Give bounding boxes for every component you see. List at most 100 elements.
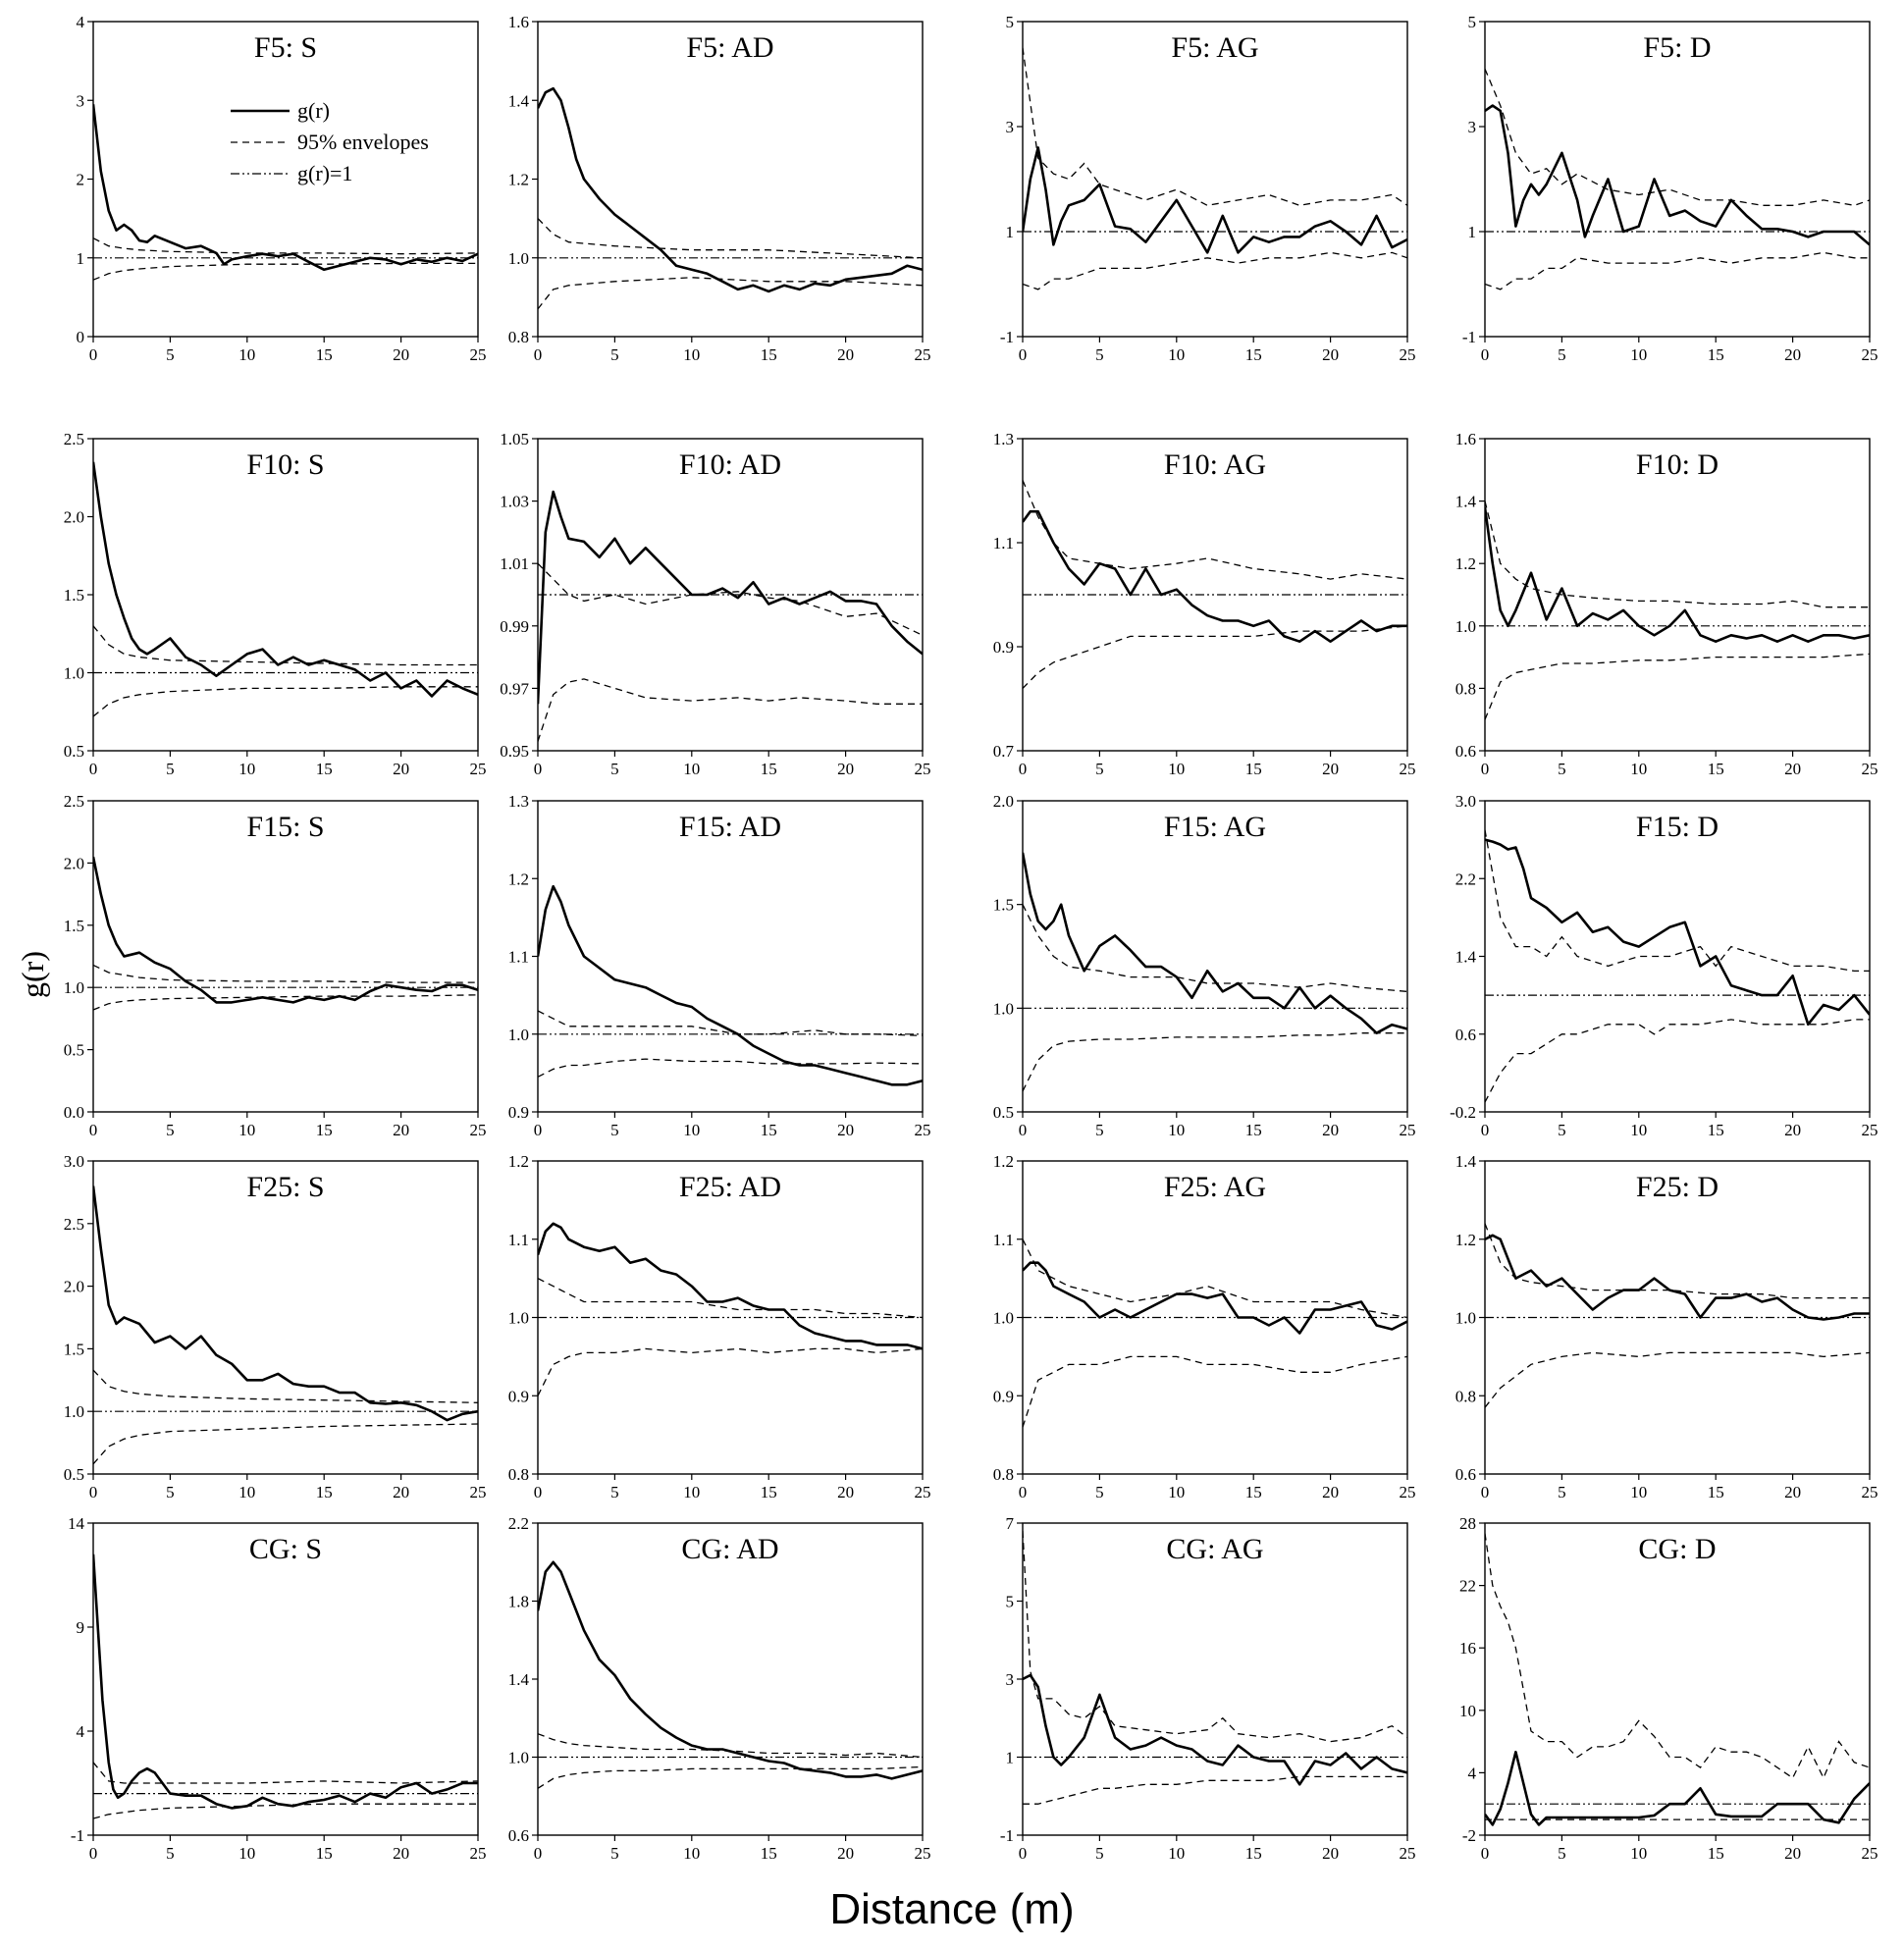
y-tick-label: 1: [1006, 1749, 1015, 1767]
x-tick-label: 5: [1095, 1483, 1104, 1501]
y-tick-label: 1.0: [1455, 617, 1476, 636]
y-tick-label: 1.5: [64, 586, 84, 605]
y-tick-label: -1: [1000, 1826, 1014, 1845]
y-tick-label: 0: [77, 328, 85, 346]
x-tick-label: 5: [1558, 1844, 1566, 1863]
x-tick-label: 0: [534, 1844, 543, 1863]
y-tick-label: 0.5: [64, 1465, 84, 1484]
x-tick-label: 10: [1630, 1844, 1647, 1863]
panel: 0 5 10 15 20 25 0 1 2 3 4 F5: S: [77, 13, 487, 364]
envelope-line: [1023, 480, 1407, 580]
x-tick-label: 20: [837, 760, 854, 778]
envelope-line: [93, 1762, 478, 1784]
x-tick-label: 25: [915, 1844, 931, 1863]
x-tick-label: 20: [1784, 760, 1801, 778]
x-tick-label: 15: [316, 1844, 333, 1863]
panel: 0 5 10 15 20 25 -2 4 10 16 22 28 CG: D: [1459, 1514, 1878, 1863]
x-tick-label: 0: [89, 1483, 98, 1501]
envelope-line: [93, 964, 478, 983]
x-tick-label: 0: [89, 345, 98, 364]
y-tick-label: 1.1: [993, 534, 1014, 553]
gr-line: [93, 856, 478, 1004]
y-tick-label: 1.0: [64, 1402, 84, 1421]
x-tick-label: 20: [1322, 345, 1339, 364]
x-tick-label: 0: [1019, 760, 1028, 778]
panel: 0 5 10 15 20 25 -1 4 9 14 CG: S: [68, 1514, 487, 1863]
x-tick-label: 25: [1400, 760, 1416, 778]
panel-frame: [1022, 1522, 1408, 1836]
x-tick-label: 5: [166, 1483, 175, 1501]
x-tick-label: 25: [915, 1483, 931, 1501]
x-tick-label: 15: [1245, 345, 1262, 364]
x-tick-label: 5: [1558, 1121, 1566, 1139]
x-tick-label: 10: [238, 345, 255, 364]
x-tick-label: 20: [1322, 760, 1339, 778]
y-tick-label: 0.9: [508, 1103, 529, 1122]
x-tick-label: 10: [683, 345, 700, 364]
x-tick-label: 10: [1168, 1844, 1185, 1863]
y-tick-label: 14: [68, 1514, 85, 1533]
envelope-line: [538, 1733, 923, 1759]
gr-line: [1485, 1234, 1870, 1321]
x-tick-label: 20: [1784, 1121, 1801, 1139]
x-tick-label: 0: [1019, 1483, 1028, 1501]
y-tick-label: 1.4: [508, 1670, 530, 1689]
x-tick-label: 15: [1708, 345, 1724, 364]
y-tick-label: 16: [1459, 1639, 1476, 1658]
y-tick-label: 2.0: [64, 854, 84, 872]
panel-title: F15: AD: [679, 811, 781, 843]
x-tick-label: 25: [470, 1483, 487, 1501]
x-tick-label: 25: [1862, 1121, 1878, 1139]
y-tick-label: 1.2: [508, 1152, 529, 1171]
envelope-line: [1485, 1019, 1870, 1103]
panel-title: F5: AD: [686, 31, 773, 64]
panel: 0 5 10 15 20 25 0.8 1.0 1.2 1.4 1.6 F5: AD: [508, 13, 931, 364]
y-tick-label: 1.5: [64, 917, 84, 935]
x-tick-label: 20: [1784, 1483, 1801, 1501]
x-tick-label: 25: [1400, 1483, 1416, 1501]
gr-line: [93, 461, 478, 698]
x-tick-label: 0: [1019, 1121, 1028, 1139]
panel-frame: [1022, 438, 1408, 752]
y-tick-label: 10: [1459, 1702, 1476, 1720]
envelope-line: [1023, 1032, 1407, 1092]
x-tick-label: 15: [316, 1121, 333, 1139]
y-tick-label: 2.0: [64, 508, 84, 527]
x-tick-label: 25: [470, 345, 487, 364]
panel: 0 5 10 15 20 25 0.5 1.0 1.5 2.0 2.5 3.0 F25: S: [64, 1152, 487, 1501]
x-tick-label: 25: [915, 1121, 931, 1139]
x-tick-label: 15: [1245, 1844, 1262, 1863]
y-tick-label: 2.0: [64, 1278, 84, 1296]
gr-line: [93, 104, 478, 272]
panel-title: F25: S: [246, 1171, 324, 1203]
envelope-line: [538, 562, 923, 636]
gr-line: [93, 1185, 478, 1422]
panel: 0 5 10 15 20 25 -1 1 3 5 7 CG: AG: [1000, 1514, 1416, 1863]
x-tick-label: 5: [166, 345, 175, 364]
x-tick-label: 15: [761, 1844, 777, 1863]
x-tick-label: 25: [470, 760, 487, 778]
x-tick-label: 10: [683, 1483, 700, 1501]
x-tick-label: 0: [1481, 345, 1490, 364]
y-tick-label: -1: [1462, 328, 1476, 346]
x-tick-label: 15: [761, 345, 777, 364]
y-tick-label: 0.99: [500, 617, 529, 636]
envelope-line: [93, 1423, 478, 1465]
x-tick-label: 0: [534, 345, 543, 364]
envelope-line: [1485, 653, 1870, 720]
y-tick-label: 0.8: [1455, 679, 1476, 698]
x-tick-label: 5: [1558, 345, 1566, 364]
x-tick-label: 0: [1019, 1844, 1028, 1863]
y-tick-label: 22: [1459, 1577, 1476, 1596]
x-tick-label: 5: [1095, 345, 1104, 364]
y-tick-label: 3: [1006, 1670, 1015, 1689]
x-tick-label: 15: [1708, 1483, 1724, 1501]
y-tick-label: 0.6: [1455, 1026, 1476, 1044]
envelope-line: [93, 686, 478, 717]
x-tick-label: 20: [393, 760, 409, 778]
gr-line: [1485, 506, 1870, 644]
gr-line: [538, 86, 923, 293]
y-tick-label: 1.2: [1455, 1231, 1476, 1249]
envelope-line: [93, 625, 478, 666]
